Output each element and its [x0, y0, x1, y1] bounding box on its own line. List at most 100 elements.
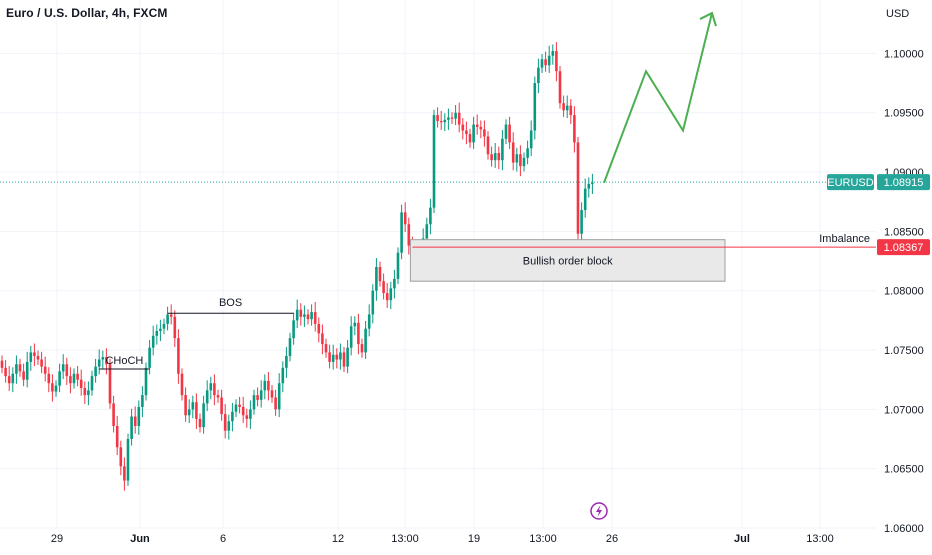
candle-body — [61, 364, 65, 372]
candle-body — [205, 390, 209, 404]
candle-body — [87, 390, 90, 396]
candle-body — [483, 129, 486, 137]
candle-body — [468, 134, 472, 143]
candle-body — [263, 380, 267, 391]
candle-body — [295, 309, 299, 321]
candle-body — [389, 288, 393, 301]
order-block-label: Bullish order block — [523, 255, 613, 267]
candle-body — [565, 105, 569, 111]
candle-body — [180, 373, 184, 396]
candle-body — [432, 115, 436, 208]
candle-body — [504, 124, 508, 139]
candle-body — [436, 115, 439, 122]
candle-body — [130, 416, 133, 440]
candle-body — [526, 148, 529, 158]
candle-body — [493, 153, 497, 161]
candle-body — [79, 379, 83, 388]
candle-body — [522, 157, 526, 167]
candle-body — [371, 290, 375, 315]
candle-body — [223, 414, 227, 431]
candle-body — [457, 112, 461, 125]
candle-body — [299, 309, 303, 317]
candle-body — [187, 409, 191, 416]
candle-body — [141, 395, 144, 407]
candle-body — [51, 383, 54, 392]
lightning-icon[interactable] — [590, 502, 608, 520]
time-tick-label: 13:00 — [806, 533, 834, 545]
candle-body — [245, 415, 249, 419]
candle-body — [576, 142, 580, 234]
candle-body — [69, 376, 72, 384]
candle-body — [486, 136, 490, 155]
candle-body — [342, 352, 346, 367]
candle-body — [115, 425, 119, 448]
candle-body — [177, 338, 180, 374]
chart-title: Euro / U.S. Dollar, 4h, FXCM — [6, 6, 168, 20]
candle-body — [0, 360, 4, 368]
candle-body — [169, 314, 173, 317]
candle-body — [133, 416, 137, 426]
candle-body — [234, 404, 238, 412]
candle-body — [555, 51, 558, 72]
candle-body — [569, 105, 573, 116]
candle-body — [533, 83, 537, 131]
candle-body — [4, 367, 7, 377]
candle-body — [529, 130, 533, 149]
candle-body — [220, 397, 223, 415]
candle-body — [429, 207, 432, 225]
candle-body — [105, 357, 108, 365]
candle-body — [587, 183, 591, 189]
imbalance-label: Imbalance — [819, 233, 870, 245]
candle-body — [580, 210, 583, 234]
candle-body — [216, 395, 220, 398]
time-axis: 29 Jun 6 12 13:00 19 13:00 26 Jul 13:00 — [51, 533, 834, 545]
candle-body — [547, 55, 551, 66]
time-tick-label: 29 — [51, 533, 63, 545]
candle-body — [83, 387, 87, 396]
candle-body — [317, 323, 321, 334]
last-price-value: 1.08915 — [884, 177, 924, 189]
candle-body — [15, 364, 18, 374]
time-tick-label: Jun — [130, 533, 150, 545]
candle-body — [454, 112, 457, 119]
candle-body — [227, 421, 231, 431]
candle-body — [274, 397, 277, 410]
candle-body — [162, 323, 166, 329]
candle-body — [382, 281, 385, 294]
price-tick-label: 1.06000 — [884, 523, 924, 535]
candle-body — [166, 314, 169, 324]
time-tick-label: 19 — [468, 533, 480, 545]
candle-body — [479, 126, 483, 130]
bullish-order-block — [409, 239, 726, 282]
candle-body — [339, 352, 342, 360]
candle-body — [310, 312, 313, 320]
candle-body — [277, 383, 281, 410]
candle-body — [321, 333, 324, 345]
candle-body — [7, 376, 11, 384]
candle-body — [540, 59, 544, 68]
candle-body — [306, 314, 310, 320]
candle-body — [11, 373, 15, 384]
candle-body — [18, 364, 22, 372]
candle-body — [267, 380, 270, 391]
candle-body — [367, 314, 371, 329]
candle-body — [349, 326, 353, 348]
candle-body — [364, 328, 367, 353]
candle-body — [465, 130, 468, 135]
candle-body — [501, 138, 504, 161]
candle-body — [231, 411, 234, 422]
time-tick-label: 13:00 — [391, 533, 419, 545]
currency-label: USD — [886, 8, 909, 20]
candle-body — [292, 320, 295, 339]
candle-body — [583, 188, 587, 211]
candle-body — [112, 403, 115, 426]
price-tick-label: 1.08500 — [884, 226, 924, 238]
time-tick-label: Jul — [734, 533, 750, 545]
candle-body — [213, 383, 216, 396]
candle-body — [400, 212, 403, 253]
candle-body — [328, 352, 331, 362]
candle-body — [40, 359, 43, 367]
candle-body — [335, 354, 339, 360]
